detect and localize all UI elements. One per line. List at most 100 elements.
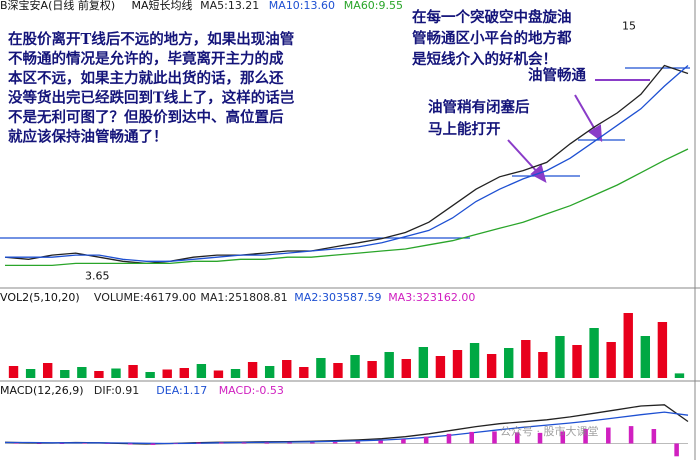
bar xyxy=(111,368,121,378)
annotation: 在股价离开T线后不远的地方，如果出现油管 xyxy=(8,30,294,48)
bar xyxy=(469,431,474,444)
bar xyxy=(418,347,429,378)
bar xyxy=(446,433,452,444)
annotation: 是短线介入的好机会！ xyxy=(411,50,557,68)
bar xyxy=(572,345,582,378)
bar xyxy=(560,431,566,444)
bar xyxy=(514,432,520,444)
bar xyxy=(316,358,326,378)
bar xyxy=(230,369,241,378)
annotation: 在每一个突破空中盘旋油 xyxy=(412,8,572,26)
annotation: 就应该保持油管畅通了！ xyxy=(8,128,168,146)
annotation: 不畅通的情况是允许的，毕竟离开主力的成 xyxy=(8,50,284,68)
bar xyxy=(657,322,668,378)
legend-entry: MA5:13.21 xyxy=(200,0,259,12)
bar xyxy=(241,442,247,444)
bar xyxy=(537,432,543,444)
bar xyxy=(452,350,463,378)
annotation: 没等货出完已经跌回到T线上了，这样的话岂 xyxy=(8,89,295,107)
bar xyxy=(606,427,611,444)
bar xyxy=(583,429,588,444)
bar xyxy=(435,356,446,378)
panel-title: MACD(12,26,9) xyxy=(0,384,84,397)
bar xyxy=(310,442,315,444)
bar xyxy=(355,441,361,444)
bar xyxy=(384,352,394,378)
legend-entry: MA3:323162.00 xyxy=(388,291,475,304)
bar xyxy=(60,370,70,378)
bar xyxy=(287,442,292,444)
annotation: 不是无利可图了？但股价到达中、高位置后 xyxy=(8,108,284,126)
ma-line xyxy=(5,65,689,262)
bar xyxy=(486,354,497,378)
bar xyxy=(127,443,133,445)
bar xyxy=(350,355,360,378)
legend-entry: DIF:0.91 xyxy=(94,384,139,397)
annotation: 马上能打开 xyxy=(428,120,501,138)
bar xyxy=(492,431,497,444)
bar xyxy=(36,443,42,444)
bar xyxy=(521,340,531,378)
bar xyxy=(628,426,634,444)
bar xyxy=(674,443,679,457)
bar xyxy=(367,361,377,378)
bar xyxy=(150,443,156,445)
bar xyxy=(145,372,155,378)
annotation: 管畅通区小平台的地方都 xyxy=(412,29,572,47)
bar xyxy=(82,443,87,444)
bar xyxy=(105,443,110,444)
bar xyxy=(333,363,343,378)
bar xyxy=(606,342,616,378)
bar xyxy=(469,343,480,378)
bar xyxy=(162,369,172,378)
watermark: 公众号 · 股市大课堂 xyxy=(500,424,599,438)
arrow xyxy=(574,94,598,134)
annotation: 本区不远，如果主力就此出货的话，那么还 xyxy=(8,69,284,87)
bar xyxy=(299,367,309,378)
annotation: 油管稍有闭塞后 xyxy=(428,98,530,116)
price-mark: 15 xyxy=(622,20,636,33)
panel-title: VOL2(5,10,20) xyxy=(0,291,80,304)
bar xyxy=(8,366,19,378)
legend-entry: MA60:9.55 xyxy=(344,0,403,12)
bar xyxy=(196,364,207,378)
bar xyxy=(219,442,224,444)
bar xyxy=(623,313,633,378)
legend-entry: DEA:1.17 xyxy=(156,384,207,397)
bar xyxy=(589,328,599,378)
bar xyxy=(264,442,270,444)
bar xyxy=(651,429,657,444)
bar xyxy=(25,369,36,378)
bar xyxy=(42,363,53,378)
bar xyxy=(264,366,275,378)
bar xyxy=(173,443,179,444)
bar xyxy=(59,443,65,444)
ma-line xyxy=(4,64,689,265)
arrow-head xyxy=(588,124,603,143)
bar xyxy=(640,336,651,378)
bar xyxy=(14,443,19,444)
bar xyxy=(401,439,406,444)
legend-entry: MA2:303587.59 xyxy=(294,291,381,304)
panel-title: B深宝安A(日线 前复权) xyxy=(0,0,115,12)
annotation: 油管畅通 xyxy=(528,66,586,84)
bar xyxy=(378,440,383,444)
price-mark: 3.65 xyxy=(85,270,110,283)
bar xyxy=(538,352,548,378)
ma-line xyxy=(5,411,689,445)
bar xyxy=(77,367,87,378)
legend-entry: MA1:251808.81 xyxy=(200,291,287,304)
bar xyxy=(213,370,224,378)
ma-line xyxy=(5,148,689,267)
bar xyxy=(282,360,292,378)
bar xyxy=(94,371,104,378)
bar xyxy=(555,336,565,378)
bar xyxy=(247,362,258,378)
panel-subtitle: MA短长均线 xyxy=(132,0,193,12)
bar xyxy=(196,442,201,444)
bar xyxy=(674,373,685,378)
legend-entry: MA10:13.60 xyxy=(269,0,335,12)
bar xyxy=(332,442,338,444)
